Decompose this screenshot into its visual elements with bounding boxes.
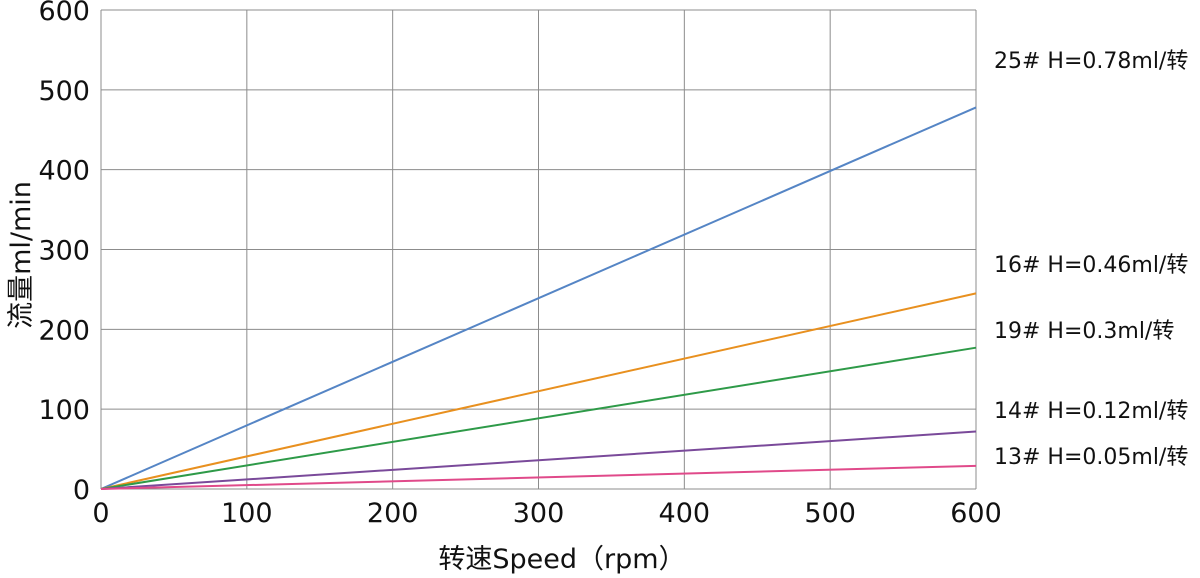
grid [100, 9, 977, 490]
x-tick-label: 0 [92, 498, 109, 529]
series-lines [100, 106, 977, 490]
series-label: 14# H=0.12ml/转 [994, 399, 1188, 424]
series-label: 25# H=0.78ml/转 [994, 49, 1188, 74]
y-tick-label: 500 [38, 76, 90, 107]
series-line [100, 464, 977, 490]
series-line [100, 346, 977, 490]
x-axis-title: 转速Speed（rpm） [438, 544, 685, 575]
y-tick-label: 0 [73, 475, 90, 506]
y-tick-label: 400 [38, 156, 90, 187]
y-axis-title: 流量ml/min [6, 181, 37, 329]
x-tick-label: 400 [659, 498, 711, 529]
series-label: 13# H=0.05ml/转 [994, 445, 1188, 470]
x-tick-label: 600 [950, 498, 1002, 529]
x-tick-label: 100 [221, 498, 273, 529]
y-tick-label: 100 [38, 395, 90, 426]
y-tick-label: 300 [38, 236, 90, 267]
series-line [100, 430, 977, 490]
y-tick-label: 600 [38, 0, 90, 27]
series-label: 19# H=0.3ml/转 [994, 319, 1174, 344]
x-axis-ticks: 0 100 200 300 400 500 600 [92, 498, 1001, 529]
y-tick-label: 200 [38, 315, 90, 346]
series-labels: 25# H=0.78ml/转 16# H=0.46ml/转 19# H=0.3ml/… [994, 49, 1188, 470]
series-label: 16# H=0.46ml/转 [994, 253, 1188, 278]
x-tick-label: 300 [513, 498, 565, 529]
x-tick-label: 200 [367, 498, 419, 529]
x-tick-label: 500 [804, 498, 856, 529]
y-axis-ticks: 0 100 200 300 400 500 600 [38, 0, 90, 506]
series-line [100, 292, 977, 490]
series-line [100, 106, 977, 490]
